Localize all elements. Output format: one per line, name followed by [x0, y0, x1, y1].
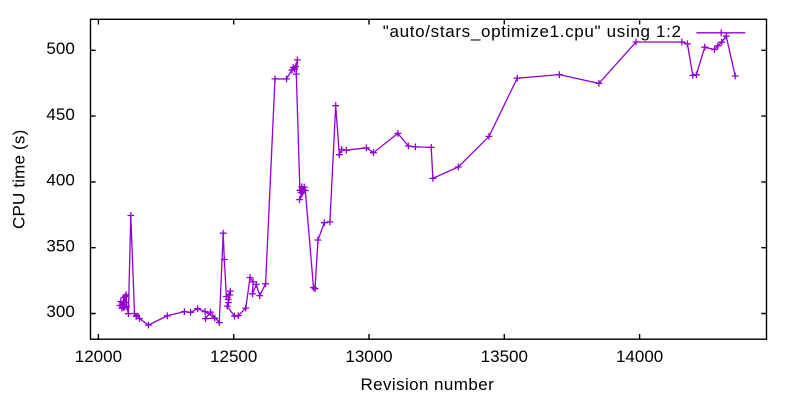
- svg-text:12000: 12000: [75, 347, 122, 366]
- svg-text:300: 300: [46, 302, 74, 321]
- svg-text:500: 500: [46, 39, 74, 58]
- svg-text:13000: 13000: [345, 347, 392, 366]
- svg-text:"auto/stars_optimize1.cpu" usi: "auto/stars_optimize1.cpu" using 1:2: [383, 22, 682, 41]
- svg-text:14000: 14000: [616, 347, 663, 366]
- svg-text:450: 450: [46, 105, 74, 124]
- svg-text:CPU time (s): CPU time (s): [10, 130, 29, 229]
- svg-text:12500: 12500: [210, 347, 257, 366]
- svg-text:350: 350: [46, 236, 74, 255]
- svg-text:400: 400: [46, 171, 74, 190]
- svg-text:Revision number: Revision number: [360, 375, 494, 394]
- svg-text:13500: 13500: [481, 347, 528, 366]
